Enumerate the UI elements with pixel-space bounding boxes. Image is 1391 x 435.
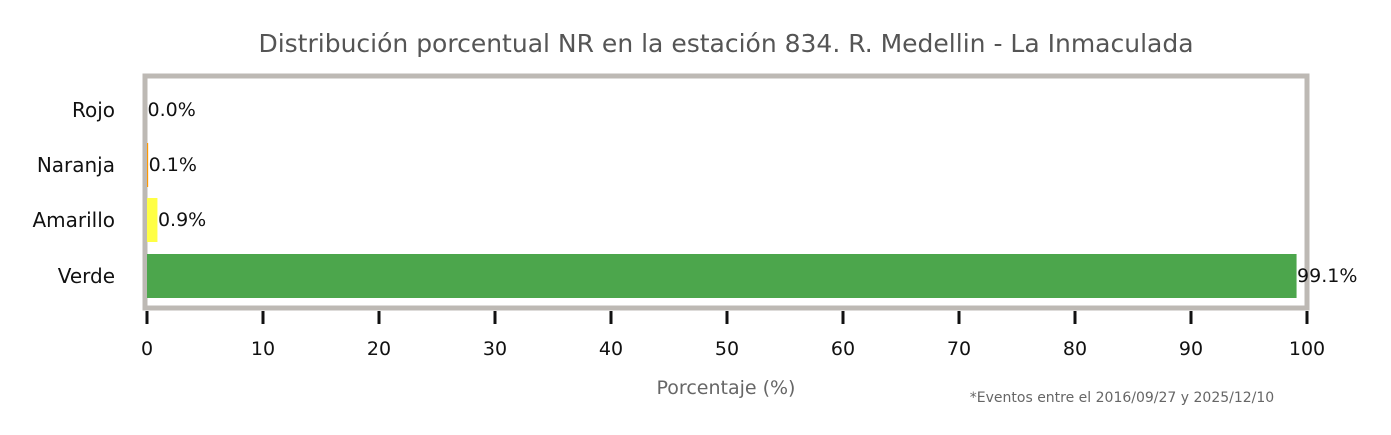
- y-tick-label-naranja: Naranja: [37, 153, 115, 177]
- x-tick-label-20: 20: [367, 338, 391, 360]
- x-tick-label-70: 70: [947, 338, 971, 360]
- plot-frame: [142, 73, 1310, 311]
- value-label-amarillo: 0.9%: [158, 209, 206, 231]
- x-tick-label-40: 40: [599, 338, 623, 360]
- chart-title: Distribución porcentual NR en la estació…: [258, 29, 1193, 58]
- y-tick-label-amarillo: Amarillo: [32, 208, 115, 232]
- x-tick-label-10: 10: [251, 338, 275, 360]
- y-tick-label-verde: Verde: [58, 264, 115, 288]
- y-tick-label-rojo: Rojo: [72, 98, 115, 122]
- y-axis-tick-labels: Rojo Naranja Amarillo Verde: [32, 98, 115, 288]
- bar-value-labels: 0.0% 0.1% 0.9% 99.1%: [148, 99, 1358, 287]
- value-label-rojo: 0.0%: [148, 99, 196, 121]
- bar-verde: [147, 254, 1297, 298]
- value-label-naranja: 0.1%: [149, 154, 197, 176]
- bar-naranja: [147, 143, 149, 187]
- x-tick-label-60: 60: [831, 338, 855, 360]
- x-tick-label-90: 90: [1179, 338, 1203, 360]
- x-tick-label-100: 100: [1289, 338, 1325, 360]
- bars-group: [147, 143, 1297, 298]
- x-tick-label-50: 50: [715, 338, 739, 360]
- bar-amarillo: [147, 198, 158, 242]
- x-tick-label-80: 80: [1063, 338, 1087, 360]
- x-tick-label-0: 0: [141, 338, 153, 360]
- date-range-note: *Eventos entre el 2016/09/27 y 2025/12/1…: [970, 390, 1274, 406]
- x-axis-label: Porcentaje (%): [657, 377, 796, 399]
- x-tick-label-30: 30: [483, 338, 507, 360]
- value-label-verde: 99.1%: [1297, 265, 1357, 287]
- x-axis-ticks: 0 10 20 30 40 50 60 70 80 90 100: [141, 311, 1325, 360]
